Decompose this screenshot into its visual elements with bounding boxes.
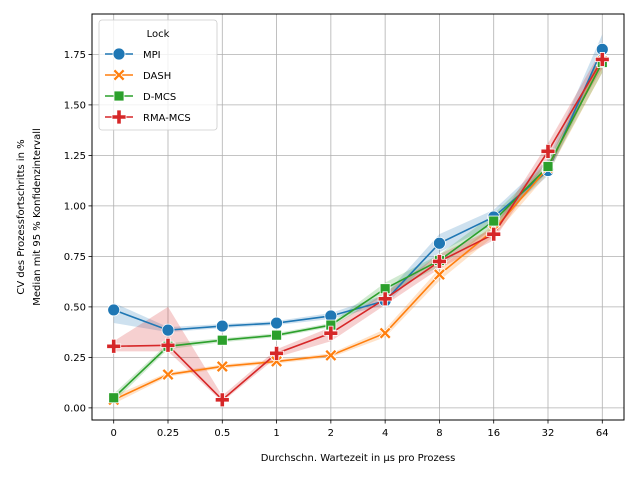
data-point-dash <box>378 326 392 340</box>
data-point-mpi <box>433 236 446 250</box>
data-point-d-mcs <box>488 215 500 227</box>
data-point-rma-mcs <box>214 392 230 408</box>
data-point-rma-mcs <box>160 337 176 353</box>
legend-marker-d-mcs <box>113 90 125 102</box>
data-point-mpi <box>161 323 175 337</box>
data-point-mpi <box>215 319 229 333</box>
grid-lines <box>92 14 624 420</box>
y-tick-label: 0.00 <box>64 403 86 414</box>
data-point-d-mcs <box>216 334 228 346</box>
x-tick-label: 32 <box>542 428 555 439</box>
data-point-rma-mcs <box>486 226 502 242</box>
x-axis-ticks: 0 0.25 0.5 1 2 4 8 16 32 64 <box>111 420 609 439</box>
data-point-mpi <box>107 303 121 317</box>
data-point-mpi <box>270 316 283 330</box>
x-tick-label: 0.5 <box>214 428 230 439</box>
legend-label-rma-mcs: RMA-MCS <box>143 113 191 124</box>
data-point-d-mcs <box>271 329 282 341</box>
data-point-d-mcs <box>108 392 120 404</box>
x-tick-label: 1 <box>273 428 279 439</box>
data-point-rma-mcs <box>540 143 556 159</box>
legend-label-mpi: MPI <box>143 50 161 61</box>
data-point-dash <box>432 268 446 282</box>
y-tick-label: 0.25 <box>64 353 86 364</box>
series-markers <box>106 42 610 408</box>
legend-title: Lock <box>147 29 170 40</box>
plot-frame <box>91 13 625 421</box>
legend-marker-dash <box>112 68 126 82</box>
y-tick-label: 1.25 <box>64 151 86 162</box>
data-point-rma-mcs <box>432 254 447 269</box>
series-lines <box>113 49 604 401</box>
legend-label-dash: DASH <box>143 71 171 82</box>
y-tick-label: 1.75 <box>64 50 86 61</box>
data-point-dash <box>161 367 175 382</box>
y-tick-label: 0.50 <box>64 302 86 313</box>
y-tick-label: 0.75 <box>64 252 86 263</box>
y-tick-label: 1.00 <box>64 201 86 212</box>
legend-label-d-mcs: D-MCS <box>143 92 176 103</box>
x-tick-label: 64 <box>596 428 609 439</box>
x-axis-label: Durchschn. Wartezeit in µs pro Prozess <box>261 453 456 464</box>
x-tick-label: 2 <box>328 428 334 439</box>
x-tick-label: 0 <box>111 428 117 439</box>
y-axis-label-line1: CV des Prozessfortschritts in % <box>16 139 27 294</box>
data-point-rma-mcs <box>323 325 339 341</box>
legend-marker-mpi <box>112 47 126 61</box>
x-tick-label: 0.25 <box>157 428 179 439</box>
data-point-rma-mcs <box>269 345 284 361</box>
data-point-rma-mcs <box>377 291 393 307</box>
data-point-rma-mcs <box>106 338 122 354</box>
data-point-d-mcs <box>542 161 554 172</box>
legend-box <box>98 19 218 131</box>
x-tick-label: 4 <box>382 428 388 439</box>
series-line-rma-mcs <box>113 59 603 401</box>
data-point-rma-mcs <box>594 52 610 67</box>
data-point-dash <box>324 348 338 362</box>
data-point-dash <box>215 359 229 374</box>
y-axis-ticks: 0.00 0.25 0.50 0.75 1.00 1.25 1.50 1.75 <box>64 50 92 414</box>
x-tick-label: 16 <box>487 428 500 439</box>
y-axis-label-line2: Median mit 95 % Konfidenzintervall <box>32 128 43 306</box>
legend-marker-rma-mcs <box>111 109 127 125</box>
legend: Lock MPI DASH D-MCS RMA-MCS <box>98 19 218 131</box>
x-tick-label: 8 <box>436 428 442 439</box>
series-line-dash <box>113 61 603 401</box>
y-tick-label: 1.50 <box>64 100 86 111</box>
